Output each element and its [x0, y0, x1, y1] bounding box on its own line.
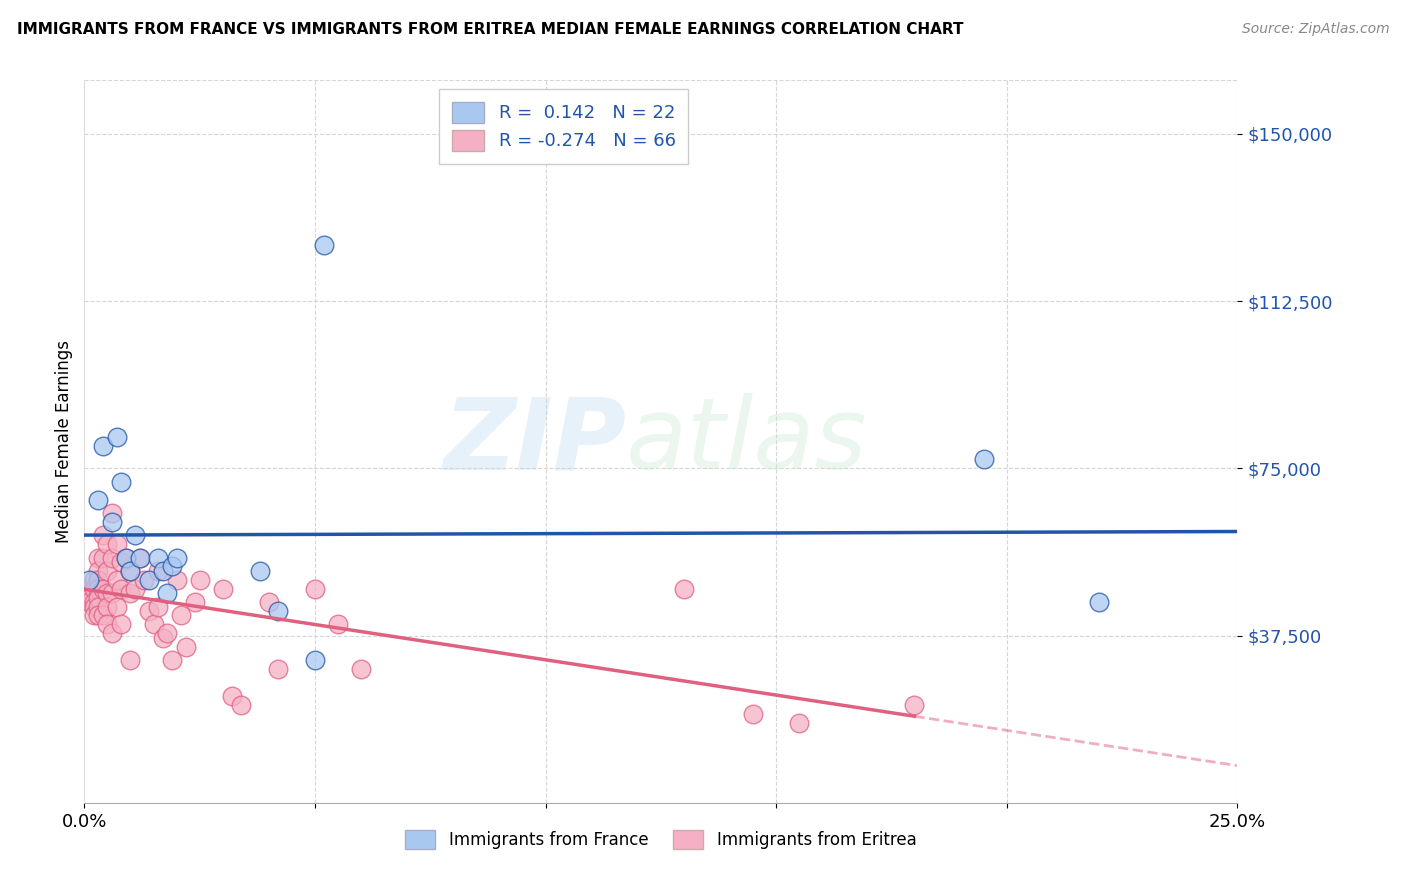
Point [120, 564, 142, 578]
Point [87, 550, 110, 565]
Point [87, 582, 110, 596]
Text: Source: ZipAtlas.com: Source: ZipAtlas.com [1241, 22, 1389, 37]
Point [903, 698, 925, 712]
Point [166, 550, 188, 565]
Point [101, 515, 124, 529]
Point [91, 439, 114, 453]
Point [77, 595, 100, 609]
Point [742, 706, 765, 721]
Point [120, 653, 142, 667]
Point [211, 582, 233, 596]
Point [142, 617, 165, 632]
Point [152, 631, 174, 645]
Point [128, 550, 150, 565]
Point [91, 550, 114, 565]
Point [105, 599, 128, 614]
Point [231, 698, 253, 712]
Point [101, 626, 124, 640]
Point [156, 626, 179, 640]
Point [146, 599, 169, 614]
Point [156, 586, 179, 600]
Point [83, 573, 105, 587]
Point [188, 573, 211, 587]
Point [77, 586, 100, 600]
Point [138, 573, 160, 587]
Point [87, 591, 110, 605]
Point [120, 586, 142, 600]
Point [166, 573, 188, 587]
Point [87, 608, 110, 623]
Point [83, 599, 105, 614]
Point [87, 573, 110, 587]
Point [105, 430, 128, 444]
Point [87, 599, 110, 614]
Point [257, 595, 280, 609]
Point [115, 550, 138, 565]
Legend: Immigrants from France, Immigrants from Eritrea: Immigrants from France, Immigrants from … [395, 821, 927, 860]
Point [77, 582, 100, 596]
Point [105, 573, 128, 587]
Point [110, 475, 132, 489]
Point [124, 582, 146, 596]
Point [134, 573, 156, 587]
Point [96, 599, 118, 614]
Point [146, 564, 169, 578]
Point [1088, 595, 1111, 609]
Point [124, 528, 146, 542]
Point [973, 452, 995, 467]
Point [267, 604, 290, 618]
Point [146, 550, 169, 565]
Point [77, 591, 100, 605]
Point [672, 582, 695, 596]
Point [96, 586, 118, 600]
Point [314, 238, 336, 252]
Point [96, 537, 118, 551]
Point [110, 617, 132, 632]
Point [160, 559, 183, 574]
Y-axis label: Median Female Earnings: Median Female Earnings [55, 340, 73, 543]
Point [304, 653, 326, 667]
Point [138, 604, 160, 618]
Point [101, 550, 124, 565]
Point [91, 528, 114, 542]
Point [96, 617, 118, 632]
Point [249, 564, 271, 578]
Point [83, 608, 105, 623]
Point [110, 555, 132, 569]
Point [96, 564, 118, 578]
Point [326, 617, 349, 632]
Point [350, 662, 373, 676]
Point [83, 595, 105, 609]
Point [184, 595, 207, 609]
Point [152, 564, 174, 578]
Text: ZIP: ZIP [443, 393, 626, 490]
Point [91, 608, 114, 623]
Text: atlas: atlas [626, 393, 868, 490]
Point [110, 582, 132, 596]
Point [787, 715, 810, 730]
Point [170, 608, 193, 623]
Point [267, 662, 290, 676]
Point [160, 653, 183, 667]
Point [83, 582, 105, 596]
Point [87, 564, 110, 578]
Point [101, 586, 124, 600]
Point [105, 537, 128, 551]
Point [174, 640, 197, 654]
Point [91, 582, 114, 596]
Point [128, 550, 150, 565]
Point [101, 506, 124, 520]
Point [87, 492, 110, 507]
Point [304, 582, 326, 596]
Text: IMMIGRANTS FROM FRANCE VS IMMIGRANTS FROM ERITREA MEDIAN FEMALE EARNINGS CORRELA: IMMIGRANTS FROM FRANCE VS IMMIGRANTS FRO… [17, 22, 963, 37]
Point [221, 689, 243, 703]
Point [77, 573, 100, 587]
Point [115, 550, 138, 565]
Point [120, 564, 142, 578]
